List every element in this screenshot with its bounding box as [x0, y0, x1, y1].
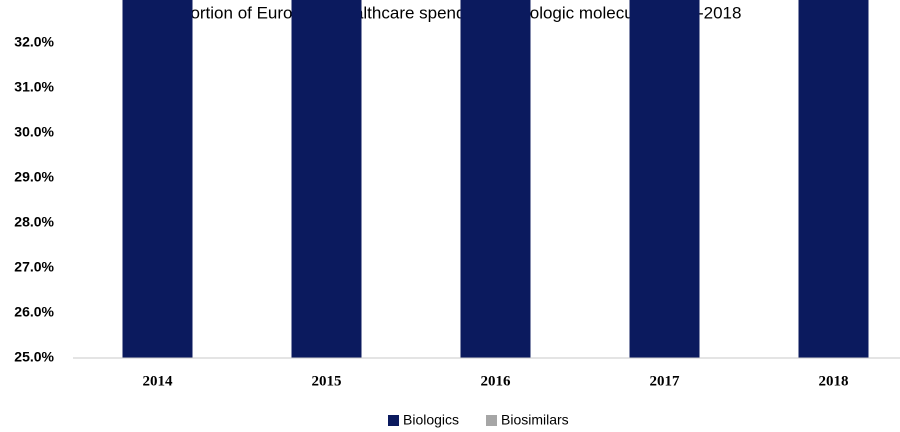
legend-swatch	[486, 415, 497, 426]
y-tick-label: 31.0%	[14, 79, 54, 95]
y-tick-label: 26.0%	[14, 304, 54, 320]
y-tick-label: 25.0%	[14, 349, 54, 365]
x-tick-label: 2018	[819, 373, 849, 389]
x-tick-label: 2016	[481, 373, 512, 389]
bar-segment	[291, 0, 362, 358]
legend-swatch	[388, 415, 399, 426]
legend-label: Biologics	[403, 412, 459, 428]
x-tick-label: 2017	[650, 373, 681, 389]
x-tick-label: 2015	[312, 373, 342, 389]
y-tick-label: 32.0%	[14, 34, 54, 50]
bar-segment	[798, 0, 869, 358]
bar-segment	[122, 0, 193, 358]
legend-label: Biosimilars	[501, 412, 569, 428]
bar-segment	[629, 0, 700, 358]
bar-segment	[460, 0, 531, 358]
y-tick-label: 30.0%	[14, 124, 54, 140]
x-tick-label: 2014	[143, 373, 174, 389]
y-tick-label: 27.0%	[14, 259, 54, 275]
y-tick-label: 29.0%	[14, 169, 54, 185]
y-tick-label: 28.0%	[14, 214, 54, 230]
